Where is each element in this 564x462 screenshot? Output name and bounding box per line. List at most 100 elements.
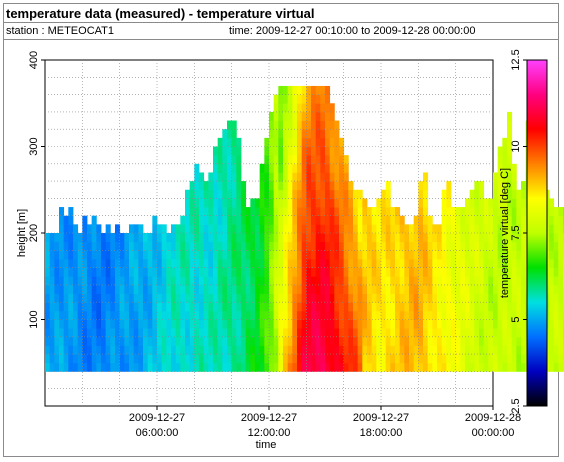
heatmap-cell: [73, 250, 79, 260]
heatmap-cell: [287, 224, 293, 234]
heatmap-cell: [264, 137, 270, 147]
heatmap-cell: [87, 258, 93, 268]
heatmap-cell: [423, 345, 429, 355]
heatmap-cell: [399, 224, 405, 234]
heatmap-cell: [185, 302, 191, 312]
heatmap-cell: [59, 267, 65, 277]
heatmap-cell: [385, 284, 391, 294]
heatmap-cell: [329, 198, 335, 208]
heatmap-cell: [222, 345, 228, 355]
heatmap-cell: [521, 276, 527, 286]
heatmap-cell: [371, 284, 377, 294]
heatmap-cell: [180, 354, 186, 364]
heatmap-cell: [264, 250, 270, 260]
heatmap-cell: [413, 233, 419, 243]
heatmap-cell: [325, 155, 331, 165]
heatmap-cell: [269, 172, 275, 182]
heatmap-cell: [521, 267, 527, 277]
heatmap-cell: [315, 224, 321, 234]
heatmap-cell: [283, 258, 289, 268]
heatmap-cell: [73, 267, 79, 277]
heatmap-cell: [222, 293, 228, 303]
heatmap-cell: [45, 276, 51, 286]
heatmap-cell: [334, 189, 340, 199]
heatmap-cell: [339, 172, 345, 182]
heatmap-cell: [208, 276, 214, 286]
heatmap-cell: [157, 328, 163, 338]
heatmap-cell: [311, 310, 317, 320]
heatmap-cell: [278, 111, 284, 121]
heatmap-cell: [185, 267, 191, 277]
heatmap-cell: [143, 250, 149, 260]
heatmap-cell: [250, 345, 256, 355]
heatmap-cell: [348, 224, 354, 234]
heatmap-cell: [297, 302, 303, 312]
heatmap-cell: [231, 284, 237, 294]
heatmap-cell: [311, 284, 317, 294]
heatmap-cell: [315, 215, 321, 225]
heatmap-cell: [82, 258, 88, 268]
heatmap-cell: [129, 362, 135, 372]
heatmap-cell: [549, 345, 555, 355]
heatmap-cell: [96, 328, 102, 338]
heatmap-cell: [287, 181, 293, 191]
heatmap-cell: [376, 224, 382, 234]
heatmap-cell: [152, 258, 158, 268]
heatmap-cell: [553, 258, 559, 268]
heatmap-cell: [297, 215, 303, 225]
heatmap-cell: [213, 319, 219, 329]
heatmap-cell: [315, 354, 321, 364]
heatmap-cell: [161, 354, 167, 364]
heatmap-cell: [511, 319, 517, 329]
heatmap-cell: [381, 207, 387, 217]
heatmap-cell: [54, 336, 60, 346]
heatmap-cell: [427, 233, 433, 243]
heatmap-cell: [73, 362, 79, 372]
heatmap-cell: [133, 284, 139, 294]
heatmap-cell: [255, 258, 261, 268]
heatmap-cell: [283, 310, 289, 320]
heatmap-cell: [306, 267, 312, 277]
heatmap-cell: [437, 310, 443, 320]
heatmap-cell: [180, 233, 186, 243]
heatmap-cell: [259, 284, 265, 294]
heatmap-cell: [175, 302, 181, 312]
heatmap-cell: [423, 336, 429, 346]
heatmap-cell: [516, 328, 522, 338]
heatmap-cell: [124, 319, 130, 329]
heatmap-cell: [264, 215, 270, 225]
heatmap-cell: [166, 354, 172, 364]
heatmap-cell: [49, 354, 55, 364]
heatmap-cell: [217, 267, 223, 277]
heatmap-cell: [301, 155, 307, 165]
heatmap-cell: [175, 354, 181, 364]
heatmap-cell: [217, 276, 223, 286]
heatmap-cell: [306, 233, 312, 243]
heatmap-cell: [320, 345, 326, 355]
heatmap-cell: [63, 336, 69, 346]
heatmap-cell: [124, 310, 130, 320]
heatmap-cell: [292, 267, 298, 277]
heatmap-cell: [161, 224, 167, 234]
heatmap-cell: [292, 103, 298, 113]
colorbar-label: temperature virtual [deg C]: [499, 168, 511, 298]
heatmap-cell: [273, 258, 279, 268]
heatmap-cell: [73, 328, 79, 338]
heatmap-cell: [189, 302, 195, 312]
heatmap-cell: [161, 345, 167, 355]
heatmap-cell: [553, 319, 559, 329]
heatmap-cell: [329, 354, 335, 364]
heatmap-cell: [222, 241, 228, 251]
heatmap-cell: [334, 120, 340, 130]
heatmap-cell: [357, 345, 363, 355]
heatmap-cell: [259, 241, 265, 251]
heatmap-cell: [479, 189, 485, 199]
heatmap-cell: [488, 276, 494, 286]
heatmap-cell: [325, 250, 331, 260]
heatmap-cell: [171, 224, 177, 234]
heatmap-cell: [427, 267, 433, 277]
heatmap-cell: [306, 284, 312, 294]
heatmap-cell: [208, 241, 214, 251]
heatmap-cell: [59, 354, 65, 364]
heatmap-cell: [502, 328, 508, 338]
